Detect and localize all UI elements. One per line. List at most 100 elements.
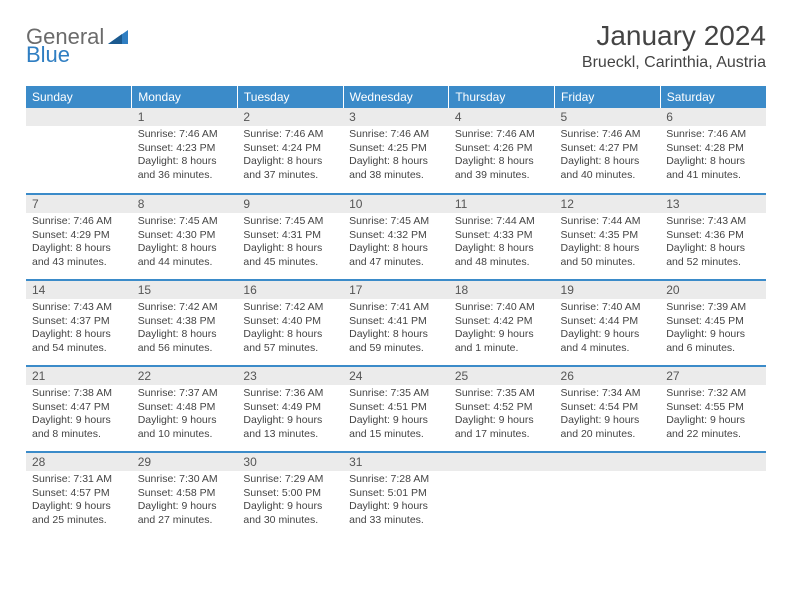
- daylight-text-1: Daylight: 9 hours: [243, 414, 337, 428]
- sunrise-text: Sunrise: 7:34 AM: [561, 387, 655, 401]
- day-body: Sunrise: 7:46 AMSunset: 4:25 PMDaylight:…: [343, 126, 449, 187]
- sunrise-text: Sunrise: 7:46 AM: [243, 128, 337, 142]
- day-number: 9: [237, 195, 343, 213]
- sunrise-text: Sunrise: 7:38 AM: [32, 387, 126, 401]
- daylight-text-1: Daylight: 9 hours: [32, 500, 126, 514]
- sunrise-text: Sunrise: 7:43 AM: [666, 215, 760, 229]
- sunrise-text: Sunrise: 7:46 AM: [666, 128, 760, 142]
- day-number: [26, 108, 132, 126]
- daylight-text-2: and 44 minutes.: [138, 256, 232, 270]
- sunset-text: Sunset: 4:27 PM: [561, 142, 655, 156]
- daylight-text-2: and 40 minutes.: [561, 169, 655, 183]
- calendar-day-cell: 13Sunrise: 7:43 AMSunset: 4:36 PMDayligh…: [660, 194, 766, 280]
- calendar-week-row: 14Sunrise: 7:43 AMSunset: 4:37 PMDayligh…: [26, 280, 766, 366]
- sunset-text: Sunset: 4:54 PM: [561, 401, 655, 415]
- day-number: 23: [237, 367, 343, 385]
- day-number: [449, 453, 555, 471]
- day-body: Sunrise: 7:39 AMSunset: 4:45 PMDaylight:…: [660, 299, 766, 360]
- sunrise-text: Sunrise: 7:40 AM: [561, 301, 655, 315]
- sunrise-text: Sunrise: 7:31 AM: [32, 473, 126, 487]
- sunrise-text: Sunrise: 7:41 AM: [349, 301, 443, 315]
- sunrise-text: Sunrise: 7:46 AM: [32, 215, 126, 229]
- daylight-text-1: Daylight: 8 hours: [666, 242, 760, 256]
- logo-blue-row: Blue: [26, 42, 70, 68]
- daylight-text-2: and 4 minutes.: [561, 342, 655, 356]
- day-body: Sunrise: 7:37 AMSunset: 4:48 PMDaylight:…: [132, 385, 238, 446]
- calendar-day-cell: 25Sunrise: 7:35 AMSunset: 4:52 PMDayligh…: [449, 366, 555, 452]
- sunset-text: Sunset: 4:42 PM: [455, 315, 549, 329]
- day-body: Sunrise: 7:43 AMSunset: 4:36 PMDaylight:…: [660, 213, 766, 274]
- sunset-text: Sunset: 4:52 PM: [455, 401, 549, 415]
- sunrise-text: Sunrise: 7:29 AM: [243, 473, 337, 487]
- day-number: 20: [660, 281, 766, 299]
- sunset-text: Sunset: 4:33 PM: [455, 229, 549, 243]
- calendar-day-cell: 19Sunrise: 7:40 AMSunset: 4:44 PMDayligh…: [555, 280, 661, 366]
- day-number: 6: [660, 108, 766, 126]
- daylight-text-1: Daylight: 9 hours: [243, 500, 337, 514]
- sunset-text: Sunset: 4:26 PM: [455, 142, 549, 156]
- day-body: Sunrise: 7:40 AMSunset: 4:42 PMDaylight:…: [449, 299, 555, 360]
- day-body: Sunrise: 7:31 AMSunset: 4:57 PMDaylight:…: [26, 471, 132, 532]
- day-body: Sunrise: 7:38 AMSunset: 4:47 PMDaylight:…: [26, 385, 132, 446]
- weekday-header-row: Sunday Monday Tuesday Wednesday Thursday…: [26, 86, 766, 108]
- sunrise-text: Sunrise: 7:46 AM: [349, 128, 443, 142]
- daylight-text-2: and 17 minutes.: [455, 428, 549, 442]
- calendar-day-cell: 28Sunrise: 7:31 AMSunset: 4:57 PMDayligh…: [26, 452, 132, 538]
- day-body: Sunrise: 7:46 AMSunset: 4:24 PMDaylight:…: [237, 126, 343, 187]
- sunrise-text: Sunrise: 7:32 AM: [666, 387, 760, 401]
- sunset-text: Sunset: 4:41 PM: [349, 315, 443, 329]
- daylight-text-2: and 20 minutes.: [561, 428, 655, 442]
- calendar-day-cell: 14Sunrise: 7:43 AMSunset: 4:37 PMDayligh…: [26, 280, 132, 366]
- day-number: 1: [132, 108, 238, 126]
- daylight-text-2: and 22 minutes.: [666, 428, 760, 442]
- daylight-text-1: Daylight: 8 hours: [243, 242, 337, 256]
- day-body: Sunrise: 7:46 AMSunset: 4:28 PMDaylight:…: [660, 126, 766, 187]
- day-number: 28: [26, 453, 132, 471]
- day-body: [660, 471, 766, 477]
- day-body: Sunrise: 7:46 AMSunset: 4:26 PMDaylight:…: [449, 126, 555, 187]
- daylight-text-2: and 54 minutes.: [32, 342, 126, 356]
- day-number: 12: [555, 195, 661, 213]
- daylight-text-1: Daylight: 9 hours: [349, 500, 443, 514]
- day-number: 13: [660, 195, 766, 213]
- daylight-text-1: Daylight: 9 hours: [138, 414, 232, 428]
- day-number: 25: [449, 367, 555, 385]
- calendar-day-cell: 23Sunrise: 7:36 AMSunset: 4:49 PMDayligh…: [237, 366, 343, 452]
- day-body: Sunrise: 7:42 AMSunset: 4:38 PMDaylight:…: [132, 299, 238, 360]
- sunrise-text: Sunrise: 7:42 AM: [138, 301, 232, 315]
- daylight-text-2: and 56 minutes.: [138, 342, 232, 356]
- sunrise-text: Sunrise: 7:36 AM: [243, 387, 337, 401]
- daylight-text-2: and 47 minutes.: [349, 256, 443, 270]
- day-number: 3: [343, 108, 449, 126]
- day-body: Sunrise: 7:45 AMSunset: 4:30 PMDaylight:…: [132, 213, 238, 274]
- day-body: Sunrise: 7:29 AMSunset: 5:00 PMDaylight:…: [237, 471, 343, 532]
- sunset-text: Sunset: 4:30 PM: [138, 229, 232, 243]
- day-body: Sunrise: 7:30 AMSunset: 4:58 PMDaylight:…: [132, 471, 238, 532]
- day-number: 5: [555, 108, 661, 126]
- sunset-text: Sunset: 4:38 PM: [138, 315, 232, 329]
- day-body: Sunrise: 7:44 AMSunset: 4:33 PMDaylight:…: [449, 213, 555, 274]
- calendar-day-cell: 6Sunrise: 7:46 AMSunset: 4:28 PMDaylight…: [660, 108, 766, 194]
- daylight-text-1: Daylight: 8 hours: [138, 242, 232, 256]
- day-number: 14: [26, 281, 132, 299]
- sunrise-text: Sunrise: 7:46 AM: [455, 128, 549, 142]
- day-number: 19: [555, 281, 661, 299]
- daylight-text-1: Daylight: 8 hours: [243, 155, 337, 169]
- day-number: 11: [449, 195, 555, 213]
- day-number: 30: [237, 453, 343, 471]
- calendar-day-cell: 24Sunrise: 7:35 AMSunset: 4:51 PMDayligh…: [343, 366, 449, 452]
- daylight-text-2: and 10 minutes.: [138, 428, 232, 442]
- sunrise-text: Sunrise: 7:46 AM: [138, 128, 232, 142]
- weekday-header: Wednesday: [343, 86, 449, 108]
- daylight-text-2: and 41 minutes.: [666, 169, 760, 183]
- calendar-day-cell: 4Sunrise: 7:46 AMSunset: 4:26 PMDaylight…: [449, 108, 555, 194]
- sunset-text: Sunset: 4:57 PM: [32, 487, 126, 501]
- calendar-day-cell: [660, 452, 766, 538]
- daylight-text-2: and 59 minutes.: [349, 342, 443, 356]
- sunset-text: Sunset: 5:00 PM: [243, 487, 337, 501]
- day-number: 15: [132, 281, 238, 299]
- weekday-header: Saturday: [660, 86, 766, 108]
- calendar-day-cell: 9Sunrise: 7:45 AMSunset: 4:31 PMDaylight…: [237, 194, 343, 280]
- sunset-text: Sunset: 4:37 PM: [32, 315, 126, 329]
- sunrise-text: Sunrise: 7:28 AM: [349, 473, 443, 487]
